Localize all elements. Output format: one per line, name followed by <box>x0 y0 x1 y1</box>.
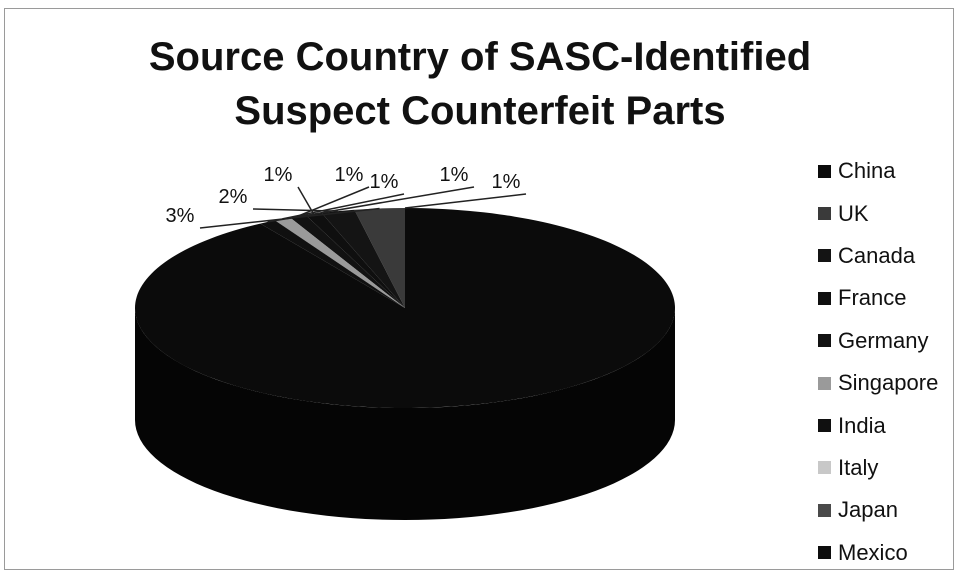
pie-slice-india <box>260 220 405 308</box>
data-label-italy: 1% <box>492 171 521 193</box>
legend-swatch-france <box>818 291 831 305</box>
legend-label-mexico: Mexico <box>838 539 908 565</box>
legend: China UK Canada France Germany Singapore India… <box>818 150 938 574</box>
legend-label-france: France <box>838 285 907 311</box>
legend-label-italy: Italy <box>838 454 879 480</box>
leader-line-india <box>267 186 475 223</box>
legend-swatch-uk <box>818 207 831 221</box>
legend-item-india: India <box>818 404 938 446</box>
legend-item-france: France <box>818 277 938 319</box>
legend-item-japan: Japan <box>818 489 938 531</box>
legend-label-canada: Canada <box>838 242 916 268</box>
data-label-france: 1% <box>264 164 293 186</box>
data-label-germany: 1% <box>335 164 364 186</box>
legend-swatch-italy <box>818 461 831 475</box>
legend-item-italy: Italy <box>818 447 938 489</box>
pie-slice-canada <box>321 209 405 308</box>
legend-label-singapore: Singapore <box>838 370 939 396</box>
chart-title: Source Country of SASC-Identified Suspec… <box>0 30 960 138</box>
data-label-india: 1% <box>440 164 469 186</box>
pie-slice-france <box>305 212 405 308</box>
legend-item-uk: UK <box>818 192 938 234</box>
legend-label-china: China <box>838 158 896 184</box>
legend-swatch-germany <box>818 334 831 348</box>
legend-swatch-india <box>818 419 831 433</box>
legend-label-japan: Japan <box>838 497 898 523</box>
legend-label-uk: UK <box>838 200 869 226</box>
leader-line-singapore <box>282 193 405 220</box>
chart-title-line-2: Suspect Counterfeit Parts <box>234 89 726 133</box>
legend-label-germany: Germany <box>838 327 929 353</box>
pie-slice-germany <box>290 215 405 308</box>
legend-label-india: India <box>838 412 886 438</box>
legend-swatch-singapore <box>818 376 831 390</box>
data-label-canada: 2% <box>219 186 248 208</box>
pie-slice-china <box>134 208 676 408</box>
legend-swatch-china <box>818 164 831 178</box>
pie-slice-singapore <box>274 217 405 308</box>
data-label-singapore: 1% <box>370 171 399 193</box>
chart-frame <box>4 8 954 570</box>
leader-line-italy <box>404 193 527 209</box>
leader-line-france <box>297 186 315 215</box>
leader-line-germany <box>297 186 370 217</box>
legend-item-mexico: Mexico <box>818 532 938 574</box>
pie-side-wall <box>135 308 675 520</box>
data-label-uk: 3% <box>166 205 195 227</box>
legend-item-germany: Germany <box>818 320 938 362</box>
pie-slice-uk <box>354 208 405 308</box>
legend-swatch-canada <box>818 249 831 263</box>
legend-swatch-mexico <box>818 546 831 560</box>
legend-item-singapore: Singapore <box>818 362 938 404</box>
legend-item-canada: Canada <box>818 235 938 277</box>
legend-swatch-japan <box>818 503 831 517</box>
chart-title-line-1: Source Country of SASC-Identified <box>148 35 812 79</box>
legend-item-china: China <box>818 150 938 192</box>
